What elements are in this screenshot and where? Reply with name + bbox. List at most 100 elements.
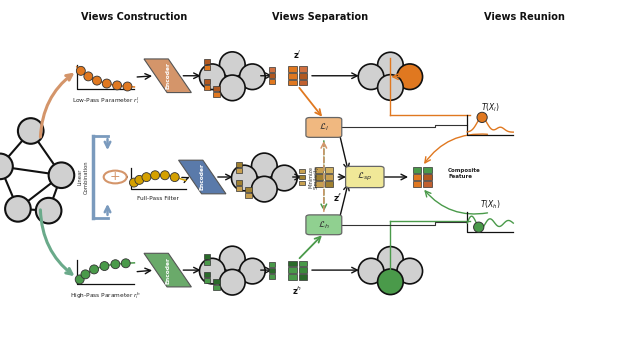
Ellipse shape bbox=[397, 258, 422, 284]
Polygon shape bbox=[144, 253, 191, 287]
Ellipse shape bbox=[0, 154, 13, 179]
Text: $\mathcal{L}_{sp}$: $\mathcal{L}_{sp}$ bbox=[357, 171, 372, 183]
FancyBboxPatch shape bbox=[315, 181, 323, 187]
FancyBboxPatch shape bbox=[204, 65, 210, 70]
Ellipse shape bbox=[378, 52, 403, 78]
Polygon shape bbox=[144, 59, 191, 92]
FancyBboxPatch shape bbox=[413, 181, 422, 187]
Ellipse shape bbox=[358, 258, 384, 284]
FancyBboxPatch shape bbox=[299, 181, 305, 185]
Ellipse shape bbox=[252, 153, 277, 179]
Text: High-Pass Parameter $r_i^h$: High-Pass Parameter $r_i^h$ bbox=[70, 290, 141, 301]
Ellipse shape bbox=[90, 265, 99, 274]
FancyBboxPatch shape bbox=[269, 73, 275, 78]
FancyBboxPatch shape bbox=[288, 261, 297, 266]
FancyBboxPatch shape bbox=[299, 169, 305, 173]
Ellipse shape bbox=[271, 165, 297, 191]
FancyBboxPatch shape bbox=[298, 73, 307, 79]
FancyBboxPatch shape bbox=[213, 279, 220, 284]
FancyBboxPatch shape bbox=[413, 174, 422, 180]
Ellipse shape bbox=[76, 66, 85, 75]
Ellipse shape bbox=[76, 275, 84, 284]
Text: Minimize
Similarity: Minimize Similarity bbox=[308, 165, 319, 189]
FancyBboxPatch shape bbox=[236, 180, 242, 185]
Text: $\mathcal{L}_h$: $\mathcal{L}_h$ bbox=[318, 219, 330, 230]
FancyBboxPatch shape bbox=[299, 175, 305, 179]
Text: Views Reunion: Views Reunion bbox=[484, 12, 565, 22]
FancyBboxPatch shape bbox=[204, 59, 210, 64]
FancyBboxPatch shape bbox=[424, 167, 432, 173]
Text: $\mathbf{z}^h$: $\mathbf{z}^h$ bbox=[292, 285, 303, 297]
FancyBboxPatch shape bbox=[315, 174, 323, 180]
Text: Encoder: Encoder bbox=[165, 62, 170, 89]
Text: Encoder: Encoder bbox=[200, 164, 205, 190]
Ellipse shape bbox=[170, 173, 179, 182]
Text: $T(X_l)$: $T(X_l)$ bbox=[481, 102, 500, 114]
FancyBboxPatch shape bbox=[298, 274, 307, 280]
FancyBboxPatch shape bbox=[324, 167, 333, 173]
Ellipse shape bbox=[220, 269, 245, 295]
Ellipse shape bbox=[378, 269, 403, 295]
Text: Linear
Combination: Linear Combination bbox=[78, 160, 88, 194]
Ellipse shape bbox=[378, 75, 403, 100]
Ellipse shape bbox=[113, 81, 122, 90]
FancyBboxPatch shape bbox=[298, 261, 307, 266]
Ellipse shape bbox=[150, 171, 159, 180]
Ellipse shape bbox=[200, 64, 225, 90]
Text: Low-Pass Parameter $r_i^l$: Low-Pass Parameter $r_i^l$ bbox=[72, 96, 140, 107]
FancyBboxPatch shape bbox=[236, 167, 242, 172]
FancyBboxPatch shape bbox=[236, 186, 242, 191]
Ellipse shape bbox=[84, 72, 93, 81]
Ellipse shape bbox=[358, 64, 384, 90]
FancyBboxPatch shape bbox=[324, 174, 333, 180]
FancyBboxPatch shape bbox=[213, 86, 220, 91]
Text: $\mathbf{z}^f$: $\mathbf{z}^f$ bbox=[333, 191, 343, 204]
Ellipse shape bbox=[220, 75, 245, 101]
Text: Composite
Feature: Composite Feature bbox=[448, 168, 481, 179]
FancyBboxPatch shape bbox=[204, 260, 210, 265]
Text: $\mathcal{L}_l$: $\mathcal{L}_l$ bbox=[319, 122, 329, 133]
FancyBboxPatch shape bbox=[346, 166, 384, 188]
Ellipse shape bbox=[142, 173, 151, 182]
Polygon shape bbox=[179, 160, 226, 194]
FancyBboxPatch shape bbox=[424, 174, 432, 180]
FancyBboxPatch shape bbox=[298, 80, 307, 85]
Ellipse shape bbox=[5, 196, 31, 222]
FancyBboxPatch shape bbox=[204, 79, 210, 84]
FancyBboxPatch shape bbox=[204, 85, 210, 90]
Ellipse shape bbox=[92, 76, 101, 85]
Ellipse shape bbox=[18, 118, 44, 144]
Text: Full-Pass Filter: Full-Pass Filter bbox=[137, 196, 179, 201]
Ellipse shape bbox=[252, 176, 277, 202]
Text: +: + bbox=[110, 171, 120, 183]
FancyBboxPatch shape bbox=[315, 167, 323, 173]
FancyBboxPatch shape bbox=[298, 267, 307, 273]
Ellipse shape bbox=[161, 171, 170, 180]
FancyBboxPatch shape bbox=[288, 274, 297, 280]
FancyBboxPatch shape bbox=[213, 92, 220, 97]
Ellipse shape bbox=[100, 262, 109, 270]
Text: Views Separation: Views Separation bbox=[272, 12, 368, 22]
FancyBboxPatch shape bbox=[288, 80, 297, 85]
FancyBboxPatch shape bbox=[413, 167, 422, 173]
FancyBboxPatch shape bbox=[269, 268, 275, 273]
Ellipse shape bbox=[397, 64, 422, 90]
Ellipse shape bbox=[220, 52, 245, 78]
FancyBboxPatch shape bbox=[288, 66, 297, 72]
FancyBboxPatch shape bbox=[269, 262, 275, 267]
Ellipse shape bbox=[477, 112, 487, 122]
FancyBboxPatch shape bbox=[424, 181, 432, 187]
Ellipse shape bbox=[36, 198, 61, 223]
Circle shape bbox=[104, 171, 127, 183]
FancyBboxPatch shape bbox=[269, 79, 275, 84]
FancyBboxPatch shape bbox=[298, 66, 307, 72]
Ellipse shape bbox=[232, 165, 257, 191]
Ellipse shape bbox=[123, 82, 132, 91]
FancyBboxPatch shape bbox=[204, 278, 210, 283]
Text: Encoder: Encoder bbox=[165, 257, 170, 284]
Ellipse shape bbox=[220, 246, 245, 272]
FancyBboxPatch shape bbox=[288, 267, 297, 273]
Ellipse shape bbox=[378, 247, 403, 272]
Ellipse shape bbox=[129, 178, 138, 187]
FancyBboxPatch shape bbox=[245, 187, 252, 192]
